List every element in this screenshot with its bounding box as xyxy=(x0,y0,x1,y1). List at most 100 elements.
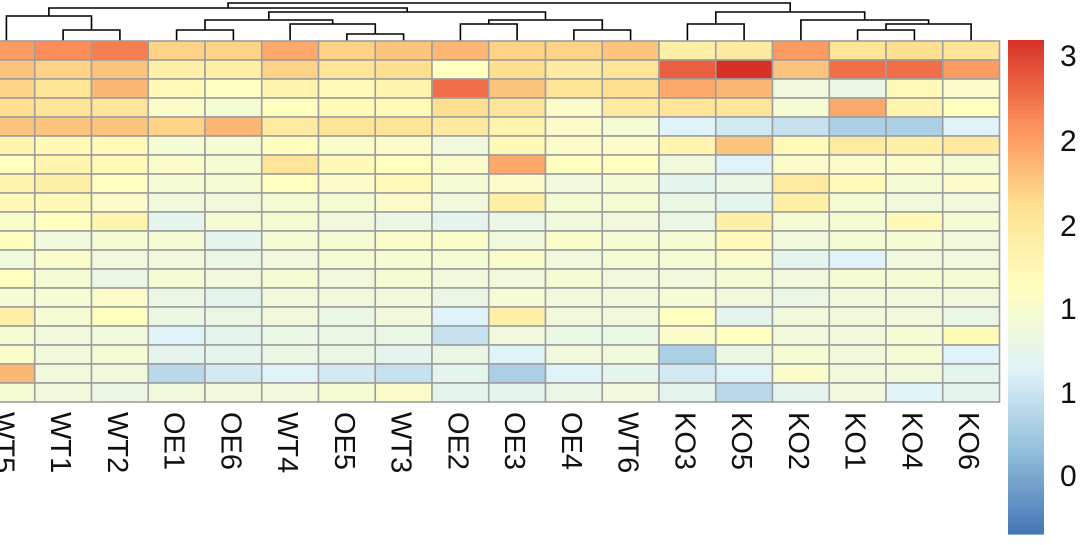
heatmap-cell xyxy=(317,154,377,175)
column-label: OE6 xyxy=(214,412,246,470)
heatmap-cell xyxy=(544,230,604,251)
legend-gradient-band xyxy=(1008,328,1044,333)
heatmap-cell xyxy=(941,173,1001,194)
heatmap-cell xyxy=(317,363,377,384)
heatmap-cell xyxy=(374,192,433,213)
heatmap-cell xyxy=(317,306,377,327)
heatmap-cell xyxy=(431,97,490,118)
heatmap-cell xyxy=(544,154,604,175)
heatmap-cell xyxy=(374,135,433,156)
heatmap-cell xyxy=(374,382,433,403)
legend-gradient-band xyxy=(1008,266,1044,272)
heatmap-cell xyxy=(658,154,717,175)
heatmap-cell xyxy=(828,173,887,194)
heatmap-cell xyxy=(317,173,377,194)
color-legend: 3 2 2 1 1 0 xyxy=(1008,40,1077,535)
heatmap-cell xyxy=(828,363,887,384)
heatmap-cell xyxy=(714,78,774,99)
legend-gradient-band xyxy=(1008,138,1044,144)
legend-gradient-band xyxy=(1008,402,1044,407)
dendrogram-link xyxy=(459,23,518,41)
heatmap-cell xyxy=(885,382,944,403)
heatmap-cell xyxy=(658,344,717,365)
heatmap-cell xyxy=(204,382,263,403)
heatmap-cell xyxy=(317,78,377,99)
heatmap-cell xyxy=(90,363,150,384)
legend-gradient-band xyxy=(1008,77,1044,82)
heatmap-cell xyxy=(658,211,717,232)
heatmap-cell xyxy=(771,211,831,232)
heatmap-cell xyxy=(601,154,660,175)
dendrogram-link xyxy=(885,23,972,41)
heatmap-cell xyxy=(885,192,944,213)
legend-gradient-band xyxy=(1008,319,1044,325)
heatmap-cell xyxy=(941,287,1001,308)
heatmap-cell xyxy=(885,116,944,137)
legend-gradient-band xyxy=(1008,184,1044,189)
legend-gradient-band xyxy=(1008,291,1044,296)
legend-gradient-band xyxy=(1008,496,1044,502)
legend-gradient-band xyxy=(1008,476,1044,482)
heatmap-cell xyxy=(544,344,604,365)
legend-gradient-band xyxy=(1008,365,1044,370)
heatmap-cell xyxy=(714,40,774,61)
legend-gradient-band xyxy=(1008,455,1044,461)
heatmap-cell xyxy=(714,135,774,156)
column-label: KO3 xyxy=(668,412,700,470)
legend-gradient-band xyxy=(1008,254,1044,259)
legend-gradient-band xyxy=(1008,418,1044,424)
column-label: WT2 xyxy=(101,412,133,473)
heatmap-cell xyxy=(601,344,660,365)
heatmap-cell xyxy=(0,230,36,251)
heatmap-cell xyxy=(771,306,831,327)
heatmap-cell xyxy=(0,287,36,308)
heatmap-cell xyxy=(317,382,377,403)
legend-gradient-band xyxy=(1008,324,1044,329)
heatmap-cell xyxy=(147,287,206,308)
legend-gradient-band xyxy=(1008,336,1044,342)
legend-gradient-band xyxy=(1008,258,1044,263)
legend-gradient-band xyxy=(1008,270,1044,276)
heatmap-cell xyxy=(0,59,36,80)
heatmap-cell xyxy=(544,116,604,137)
legend-gradient-band xyxy=(1008,381,1044,387)
heatmap-cell xyxy=(90,192,150,213)
heatmap-cell xyxy=(828,59,887,80)
heatmap-cell xyxy=(0,382,36,403)
heatmap-cell xyxy=(487,344,547,365)
dendrogram-link xyxy=(289,23,377,41)
legend-gradient-band xyxy=(1008,426,1044,432)
heatmap-cell xyxy=(33,268,93,289)
heatmap-cell xyxy=(544,287,604,308)
heatmap-cell xyxy=(147,306,206,327)
heatmap-cell xyxy=(714,325,774,346)
heatmap-cell xyxy=(204,249,263,270)
heatmap-cell xyxy=(941,230,1001,251)
legend-gradient-band xyxy=(1008,377,1044,383)
heatmap-cell xyxy=(487,40,547,61)
heatmap-cell xyxy=(601,249,660,270)
legend-gradient-band xyxy=(1008,431,1044,436)
heatmap-cell xyxy=(147,382,206,403)
heatmap-cell xyxy=(601,363,660,384)
legend-gradient-band xyxy=(1008,151,1044,156)
heatmap-cell xyxy=(941,325,1001,346)
heatmap-cell xyxy=(431,306,490,327)
heatmap-cell xyxy=(601,116,660,137)
heatmap-cell xyxy=(317,287,377,308)
heatmap-cell xyxy=(33,78,93,99)
heatmap-cell xyxy=(658,249,717,270)
heatmap-cell xyxy=(0,173,36,194)
heatmap-cell xyxy=(487,59,547,80)
legend-gradient-band xyxy=(1008,44,1044,49)
legend-gradient-band xyxy=(1008,114,1044,119)
heatmap-cell xyxy=(204,344,263,365)
heatmap-cell xyxy=(431,325,490,346)
legend-gradient-band xyxy=(1008,105,1044,111)
legend-gradient-band xyxy=(1008,85,1044,90)
heatmap-cell xyxy=(204,59,263,80)
heatmap-cell xyxy=(941,268,1001,289)
heatmap-cell xyxy=(885,306,944,327)
heatmap-cell xyxy=(487,325,547,346)
legend-gradient-band xyxy=(1008,237,1044,243)
